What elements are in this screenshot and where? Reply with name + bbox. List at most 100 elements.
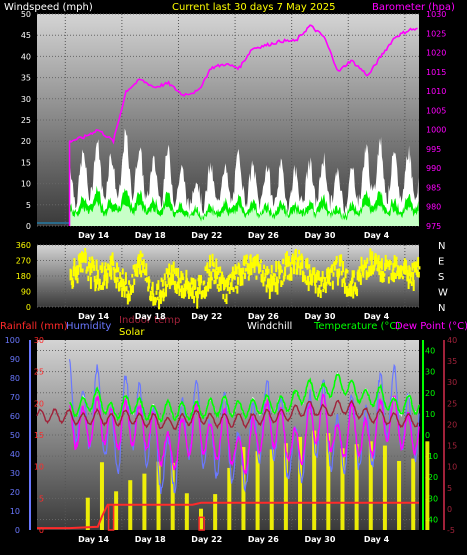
- direction-point: [154, 297, 157, 303]
- rainfall-series-line: [37, 501, 419, 530]
- direction-point: [302, 271, 305, 279]
- direction-point: [187, 281, 190, 294]
- indoor-temp-line: [36, 399, 419, 431]
- wind-light-area: [69, 200, 419, 226]
- direction-point: [317, 270, 320, 281]
- direction-point: [275, 260, 278, 273]
- direction-point: [308, 264, 311, 269]
- direction-point: [356, 288, 359, 297]
- direction-point: [267, 268, 270, 274]
- direction-point: [261, 270, 264, 281]
- direction-point: [140, 270, 143, 278]
- direction-point: [200, 291, 203, 300]
- direction-point: [301, 256, 304, 269]
- direction-point: [362, 267, 365, 278]
- direction-point: [224, 279, 227, 288]
- rainfall-tick-label: 5: [39, 494, 44, 503]
- direction-point: [103, 265, 106, 278]
- direction-point: [222, 277, 225, 291]
- wind-right-tick-label: 1000: [426, 126, 446, 135]
- direction-point: [401, 266, 404, 271]
- direction-point: [328, 275, 331, 285]
- direction-point: [147, 286, 150, 292]
- solar-spike: [142, 473, 147, 530]
- humidity-tick-label: 60: [10, 412, 20, 421]
- direction-point: [371, 251, 374, 260]
- direction-point: [112, 266, 115, 271]
- direction-point: [236, 285, 239, 294]
- indoor-tick-label: 35: [447, 357, 457, 366]
- direction-point: [181, 273, 184, 280]
- direction-point: [407, 278, 410, 290]
- direction-point: [118, 281, 121, 291]
- direction-point: [228, 275, 231, 281]
- indoor-tick-label: -5: [447, 526, 455, 535]
- direction-point: [384, 262, 387, 271]
- legend-windchill: Windchill: [247, 321, 292, 332]
- direction-point: [373, 264, 376, 271]
- direction-tick-label: 90: [21, 288, 31, 297]
- direction-tick-label: 0: [26, 303, 31, 312]
- direction-point: [127, 290, 130, 303]
- direction-point: [219, 266, 222, 273]
- direction-point: [266, 278, 269, 288]
- direction-point: [399, 265, 402, 277]
- indoor-tick-label: 40: [447, 336, 457, 345]
- direction-point: [187, 289, 190, 300]
- direction-point: [105, 279, 108, 289]
- wind-x-tick-label: Day 18: [135, 231, 166, 240]
- direction-point: [327, 267, 330, 274]
- direction-point: [392, 272, 395, 283]
- rain-event-bar: [198, 516, 205, 531]
- direction-point: [380, 270, 383, 280]
- direction-point: [114, 276, 117, 283]
- direction-point: [341, 279, 344, 287]
- direction-point: [319, 289, 322, 299]
- direction-point: [148, 279, 151, 283]
- direction-point: [336, 273, 339, 286]
- solar-spike: [368, 441, 373, 530]
- direction-point: [247, 275, 250, 281]
- direction-point: [142, 259, 145, 267]
- direction-point: [109, 268, 112, 277]
- direction-point: [70, 269, 73, 279]
- direction-point: [139, 250, 142, 262]
- humidity-tick-label: 70: [10, 393, 20, 402]
- direction-point: [404, 270, 407, 275]
- direction-point: [195, 291, 198, 298]
- direction-tick-label: 360: [16, 241, 31, 250]
- direction-point: [93, 275, 96, 282]
- direction-point: [81, 251, 84, 263]
- direction-point: [259, 263, 262, 272]
- direction-point: [273, 277, 276, 286]
- direction-point: [229, 273, 232, 279]
- direction-point: [122, 278, 125, 290]
- legend-dew-point: Dew Point (°C): [395, 321, 467, 332]
- direction-x-tick-label: Day 18: [135, 312, 166, 321]
- direction-point: [322, 288, 325, 293]
- direction-point: [365, 270, 368, 280]
- direction-point: [412, 279, 415, 291]
- direction-point: [405, 265, 408, 271]
- direction-point: [389, 260, 392, 266]
- rainfall-tick-label: 15: [34, 431, 44, 440]
- direction-point: [382, 271, 385, 282]
- direction-point: [93, 264, 96, 271]
- humidity-tick-label: 10: [10, 507, 20, 516]
- direction-point: [133, 278, 136, 285]
- direction-point: [144, 269, 147, 276]
- direction-point: [352, 270, 355, 278]
- direction-point: [311, 270, 314, 283]
- direction-point: [412, 271, 415, 281]
- solar-spike: [283, 443, 288, 530]
- direction-point: [228, 286, 231, 294]
- direction-point: [280, 280, 283, 287]
- wind-left-tick-label: 25: [21, 116, 31, 125]
- direction-point: [144, 278, 147, 282]
- direction-point: [121, 268, 124, 275]
- solar-spike: [382, 445, 387, 530]
- direction-point: [205, 285, 208, 297]
- direction-point: [325, 281, 328, 286]
- direction-point: [151, 281, 154, 295]
- direction-point: [363, 259, 366, 267]
